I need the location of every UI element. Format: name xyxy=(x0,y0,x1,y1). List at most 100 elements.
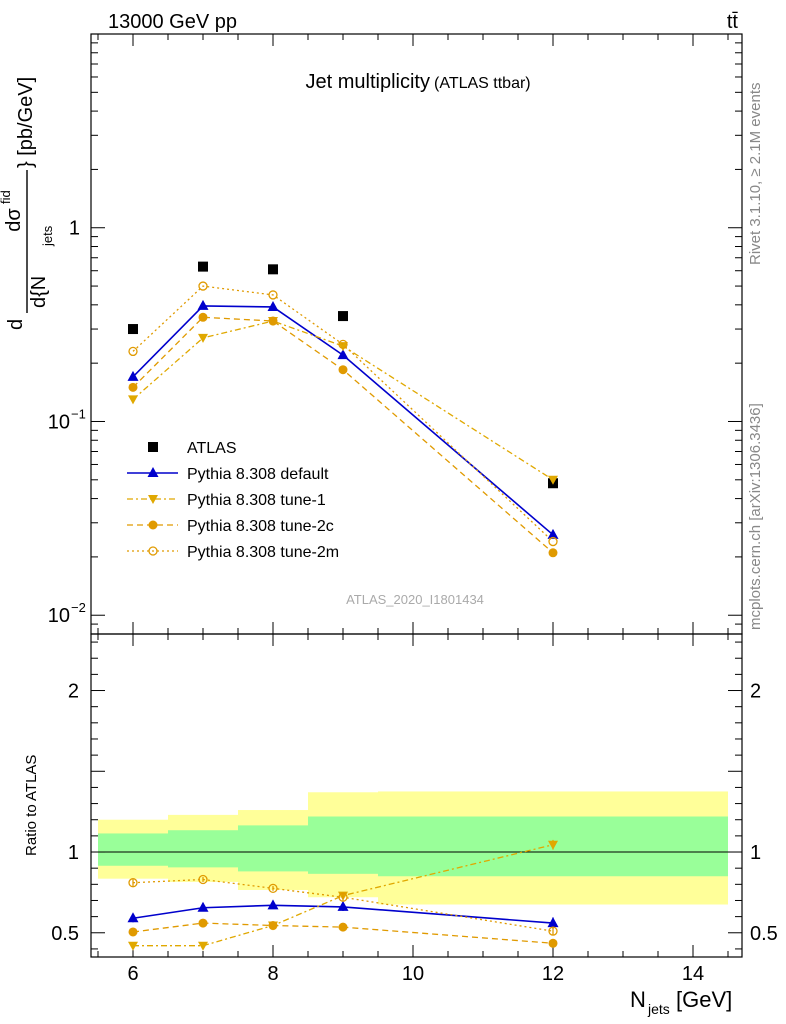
ratio-y-label: Ratio to ATLAS xyxy=(23,755,40,856)
legend-entry-tune2c: Pythia 8.308 tune-2c xyxy=(127,518,334,535)
ratio-point-tune2m xyxy=(198,874,208,885)
series-tune1 xyxy=(128,317,558,485)
header-left: 13000 GeV pp xyxy=(108,11,237,33)
data-point-atlas xyxy=(128,324,138,335)
data-point-tune1 xyxy=(198,333,208,343)
y-label-d: d xyxy=(5,319,27,330)
uncertainty-band-green xyxy=(168,830,238,868)
data-point-tune2c xyxy=(338,365,348,375)
legend-marker xyxy=(147,467,159,477)
ratio-point-default xyxy=(337,900,349,911)
data-point-default xyxy=(127,370,139,381)
ratio-point-tune1 xyxy=(198,941,208,951)
ratio-panel: 2 2 1 1 0.5 0.5 6 8 10 12 14 xyxy=(51,633,778,985)
legend-label: Pythia 8.308 tune-2c xyxy=(187,518,334,535)
ratio-point-default xyxy=(127,912,139,923)
ratio-point-default xyxy=(197,901,209,912)
data-point-atlas xyxy=(198,261,208,272)
data-point-atlas xyxy=(268,264,278,275)
y-tick-label: 10 xyxy=(48,605,70,627)
x-tick-label: 12 xyxy=(542,963,564,985)
ratio-frame xyxy=(90,633,743,958)
data-point-default xyxy=(337,349,349,360)
ratio-point-tune2m xyxy=(338,892,348,902)
y-label-den-sub: jets xyxy=(40,225,55,247)
ratio-y-tick-label-right: 2 xyxy=(750,681,761,703)
main-subtitle: (ATLAS ttbar) xyxy=(434,75,531,92)
x-label-sub: jets xyxy=(647,1001,670,1017)
data-point-tune2c xyxy=(198,312,208,322)
data-point-default xyxy=(547,528,559,539)
ratio-point-tune1 xyxy=(548,840,558,850)
data-point-tune1 xyxy=(548,475,558,485)
data-point-tune2m xyxy=(548,536,558,547)
x-tick-label: 10 xyxy=(402,963,424,985)
data-point-tune2m xyxy=(338,339,348,350)
ratio-y-tick-label-right: 0.5 xyxy=(750,923,778,945)
data-point-tune2m xyxy=(268,290,278,300)
data-point-default xyxy=(197,299,209,310)
legend-marker xyxy=(148,495,158,504)
uncertainty-band-green xyxy=(238,825,308,872)
uncertainty-band-green xyxy=(98,833,168,866)
ratio-point-tune2m xyxy=(128,878,138,888)
series-tune2c xyxy=(128,312,558,558)
legend-entry-tune1: Pythia 8.308 tune-1 xyxy=(127,492,326,509)
ratio-point-tune2m xyxy=(548,926,558,936)
watermark: ATLAS_2020_I1801434 xyxy=(346,592,484,607)
main-y-label: d dσ fid d{N jets } [pb/GeV] xyxy=(0,77,55,330)
ratio-point-tune2m xyxy=(268,883,278,894)
y-label-den: d{N xyxy=(28,276,50,308)
legend-label: Pythia 8.308 tune-2m xyxy=(187,544,339,561)
y-tick-label-exp: −1 xyxy=(71,406,86,421)
legend-label: ATLAS xyxy=(187,440,237,457)
x-axis-label: N jets [GeV] xyxy=(630,987,732,1017)
x-tick-label: 14 xyxy=(682,963,704,985)
ratio-series-tune2c xyxy=(128,918,558,948)
ratio-y-tick-label: 0.5 xyxy=(51,923,79,945)
y-label-tail: } [pb/GeV] xyxy=(15,77,37,168)
legend-marker xyxy=(148,546,158,556)
data-point-tune1 xyxy=(338,342,348,352)
ratio-point-tune2c xyxy=(198,918,208,928)
ratio-point-tune2c xyxy=(548,938,558,948)
ratio-point-tune2c xyxy=(338,922,348,932)
series-line-tune1 xyxy=(132,320,554,481)
x-tick-label: 6 xyxy=(127,963,138,985)
legend-marker xyxy=(148,442,158,452)
legend-label: Pythia 8.308 tune-1 xyxy=(187,492,326,509)
legend-label: Pythia 8.308 default xyxy=(187,466,329,483)
header-right: tt̄ xyxy=(727,11,739,33)
x-tick-label: 8 xyxy=(267,963,278,985)
y-label-num: dσ xyxy=(3,208,25,232)
legend-entry-default: Pythia 8.308 default xyxy=(127,466,329,483)
legend-marker xyxy=(148,520,158,530)
series-tune2m xyxy=(128,281,558,547)
y-tick-label-exp: −2 xyxy=(71,600,86,615)
data-point-tune2c xyxy=(548,548,558,558)
rivet-label: Rivet 3.1.10, ≥ 2.1M events xyxy=(747,83,764,266)
data-point-tune2m xyxy=(128,346,138,357)
y-tick-label: 10 xyxy=(48,411,70,433)
series-default xyxy=(127,299,559,539)
ratio-series-default xyxy=(127,899,559,929)
ratio-point-tune1 xyxy=(128,941,138,951)
ratio-y-tick-label: 1 xyxy=(68,842,79,864)
ratio-y-tick-label: 2 xyxy=(68,681,79,703)
ratio-point-default xyxy=(267,899,279,910)
data-point-tune2m xyxy=(198,281,208,291)
ratio-point-tune2c xyxy=(128,927,138,937)
uncertainty-band-green xyxy=(308,816,378,874)
ratio-series-tune2m xyxy=(128,874,558,936)
legend: ATLAS Pythia 8.308 default Pythia 8.308 tu… xyxy=(127,440,339,561)
data-point-tune2c xyxy=(128,382,138,392)
data-point-tune2c xyxy=(268,316,278,326)
ratio-point-tune2c xyxy=(268,921,278,931)
ratio-y-tick-label-right: 1 xyxy=(750,842,761,864)
data-point-tune1 xyxy=(128,395,138,405)
main-title: Jet multiplicity xyxy=(306,71,430,93)
series-line-tune2m xyxy=(132,285,554,543)
legend-entry-atlas: ATLAS xyxy=(148,440,237,457)
